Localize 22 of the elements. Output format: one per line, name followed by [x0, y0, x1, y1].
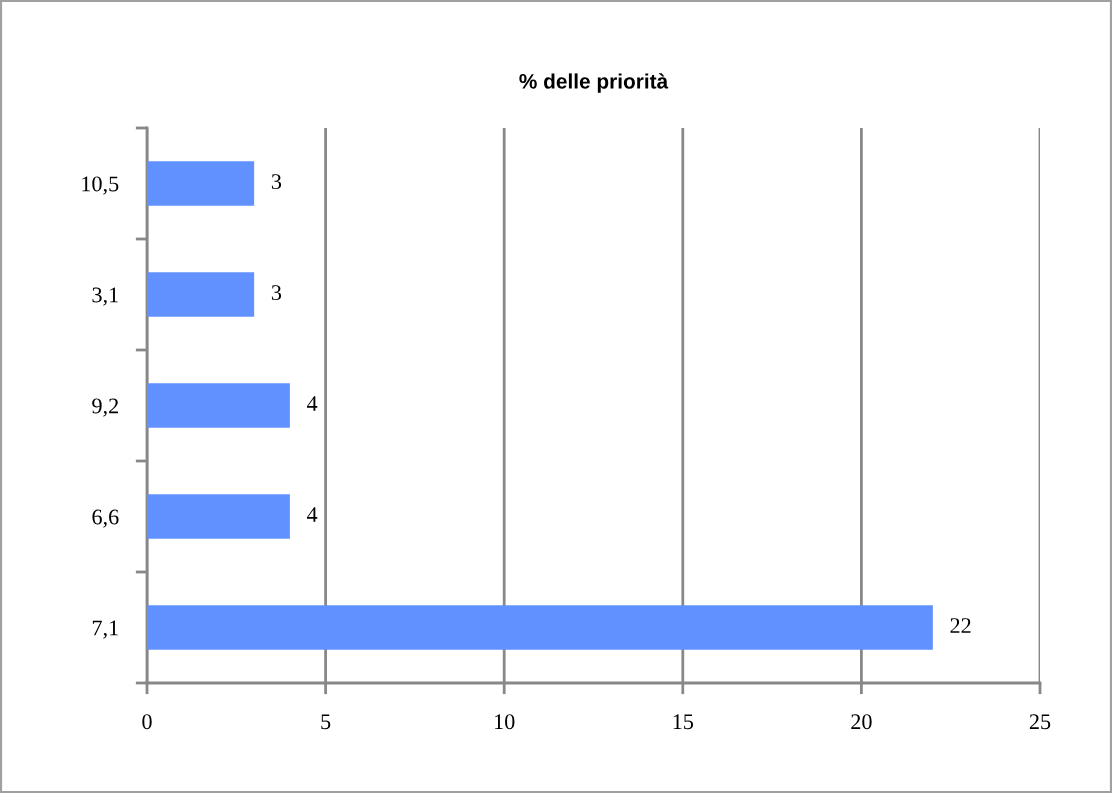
x-tick-label: 20: [851, 714, 872, 730]
y-tick-label: 10,5: [82, 176, 119, 195]
chart-title: % delle priorità: [519, 73, 669, 93]
x-tick-label: 25: [1029, 714, 1051, 730]
data-label: 22: [950, 618, 971, 633]
x-tick-label: 10: [495, 714, 515, 730]
bar: [147, 605, 933, 650]
x-tick-label: 0: [142, 714, 152, 730]
data-label: 3: [271, 174, 282, 190]
data-label: 3: [271, 285, 282, 301]
bar: [147, 161, 255, 206]
data-label: 4: [306, 507, 318, 522]
data-label: 4: [306, 396, 318, 411]
y-tick-label: 6,6: [92, 509, 119, 528]
x-tick-label: 5: [321, 714, 331, 730]
bar: [147, 272, 255, 317]
y-tick-label: 9,2: [92, 398, 118, 417]
y-tick-label: 7,1: [92, 620, 118, 639]
bar: [147, 494, 290, 539]
bar: [147, 383, 290, 428]
y-tick-label: 3,1: [92, 287, 118, 306]
x-tick-label: 15: [673, 714, 694, 730]
